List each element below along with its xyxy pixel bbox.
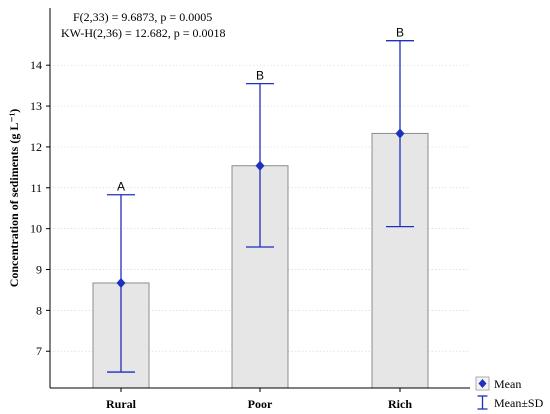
y-tick-label: 13 [30, 99, 42, 113]
annotation-anova: F(2,33) = 9.6873, p = 0.0005 [73, 10, 212, 24]
y-tick-label: 14 [30, 58, 42, 72]
group-letter: A [117, 180, 125, 194]
mean-marker [255, 160, 265, 171]
y-tick-label: 10 [30, 222, 42, 236]
legend-mean-symbol [478, 379, 487, 388]
x-tick-label: Rural [106, 397, 137, 411]
legend-mean-label: Mean [494, 377, 521, 391]
group-letter: B [256, 69, 264, 83]
y-tick-label: 11 [30, 181, 42, 195]
y-tick-label: 9 [36, 263, 42, 277]
y-tick-label: 8 [36, 303, 42, 317]
group-letters: A B B [117, 26, 404, 194]
x-tick-label: Poor [248, 397, 273, 411]
y-tick-label: 7 [36, 344, 42, 358]
mean-marker [116, 277, 126, 288]
y-axis-label: Concentration of sediments (g L⁻¹) [7, 109, 21, 288]
mean-markers [116, 128, 405, 288]
x-tick-label: Rich [388, 397, 412, 411]
group-letter: B [396, 26, 404, 40]
legend: Mean Mean±SD [475, 376, 544, 410]
x-ticks: Rural Poor Rich [106, 388, 412, 411]
y-tick-label: 12 [30, 140, 42, 154]
mean-marker [395, 128, 405, 139]
y-ticks: 7 8 9 10 11 12 13 14 [30, 58, 50, 358]
legend-sd-label: Mean±SD [494, 396, 544, 410]
annotation-kruskal-wallis: KW-H(2,36) = 12.682, p = 0.0018 [61, 26, 226, 40]
